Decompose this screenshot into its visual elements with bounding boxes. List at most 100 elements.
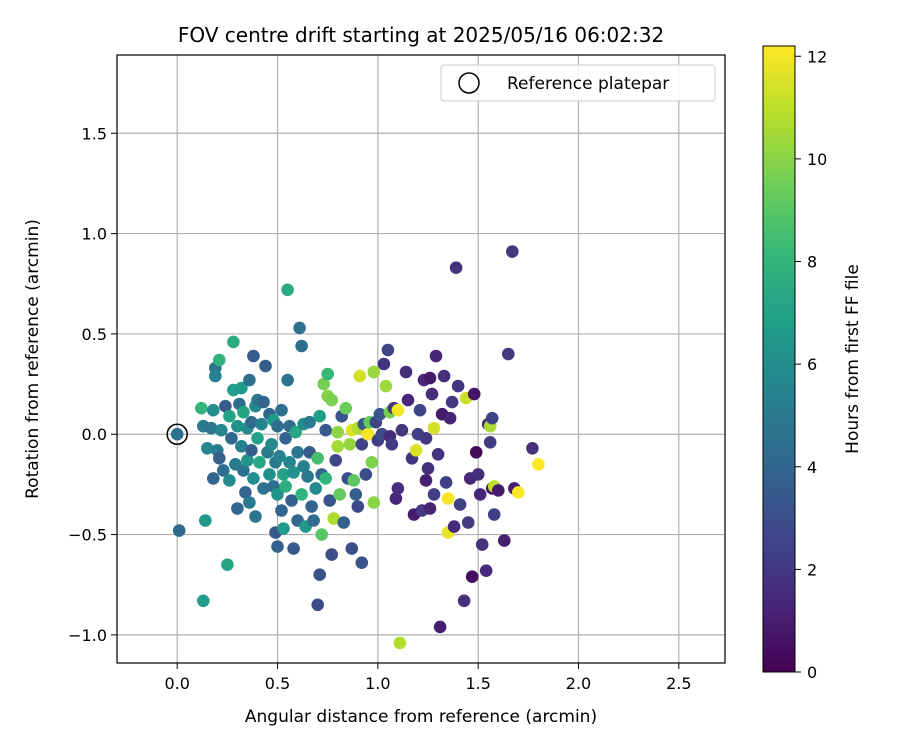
scatter-point <box>277 468 290 481</box>
scatter-point <box>532 458 545 471</box>
colorbar-ticks: 0 2 4 6 8 10 12 <box>795 47 827 682</box>
scatter-point <box>323 494 337 507</box>
scatter-point <box>249 510 262 523</box>
scatter-point <box>451 379 465 393</box>
scatter-point <box>439 476 453 489</box>
scatter-point <box>297 460 310 473</box>
scatter-point <box>429 349 443 363</box>
scatter-point <box>419 474 433 487</box>
scatter-point <box>219 399 232 413</box>
scatter-point <box>327 512 341 525</box>
scatter-point <box>237 464 250 477</box>
scatter-point <box>255 417 268 431</box>
scatter-point <box>305 500 318 513</box>
colorbar-tick-label: 10 <box>807 150 827 169</box>
x-tick-label: 0.0 <box>164 674 189 693</box>
scatter-point <box>231 419 244 433</box>
scatter-point <box>279 480 292 493</box>
scatter-point <box>391 403 405 417</box>
reference-marker <box>166 423 188 445</box>
scatter-point <box>235 440 248 453</box>
scatter-point <box>377 357 391 371</box>
scatter-point <box>271 540 284 553</box>
colorbar-gradient <box>762 45 796 673</box>
scatter-point <box>479 564 493 577</box>
reference-layer <box>166 423 188 445</box>
scatter-point <box>319 472 333 485</box>
x-tick-label: 1.0 <box>365 674 390 693</box>
scatter-point <box>399 365 413 379</box>
x-tick-label: 2.5 <box>666 674 691 693</box>
legend-entry-label: Reference platepar <box>507 74 669 94</box>
scatter-point <box>475 538 489 551</box>
scatter-point <box>391 482 405 495</box>
scatter-point <box>325 548 339 561</box>
scatter-point <box>461 516 475 529</box>
chart-title: FOV centre drift starting at 2025/05/16 … <box>178 23 664 47</box>
scatter-point <box>259 359 272 373</box>
scatter-point <box>307 514 320 527</box>
scatter-point <box>353 369 367 383</box>
scatter-point <box>437 369 451 383</box>
scatter-point <box>331 425 345 439</box>
scatter-point <box>498 534 511 547</box>
scatter-point <box>245 444 258 457</box>
scatter-point <box>367 496 381 509</box>
scatter-point <box>467 387 481 401</box>
scatter-point <box>471 468 485 481</box>
scatter-point <box>225 432 238 445</box>
data-points <box>170 245 545 650</box>
scatter-point <box>345 542 359 555</box>
scatter-point <box>339 401 353 415</box>
scatter-point <box>526 442 539 455</box>
scatter-point <box>247 472 260 485</box>
scatter-point <box>195 401 208 415</box>
scatter-point <box>457 594 471 608</box>
scatter-point <box>207 472 220 485</box>
scatter-point <box>281 283 294 297</box>
scatter-point <box>197 594 210 608</box>
y-tick-label: −0.5 <box>68 526 107 545</box>
legend: Reference platepar <box>440 64 716 102</box>
scatter-point <box>311 452 325 465</box>
legend-box <box>440 64 716 102</box>
scatter-point <box>315 528 329 541</box>
scatter-point <box>343 438 357 451</box>
colorbar-tick-label: 12 <box>807 47 827 66</box>
scatter-point <box>441 492 455 505</box>
scatter-point <box>213 452 226 465</box>
scatter-point <box>427 488 441 501</box>
scatter-point <box>401 393 415 407</box>
scatter-point <box>349 488 363 501</box>
scatter-point <box>281 373 294 387</box>
scatter-point <box>313 409 327 423</box>
scatter-point <box>223 409 236 423</box>
scatter-point <box>389 492 403 505</box>
scatter-point <box>355 556 369 569</box>
scatter-point <box>289 425 302 439</box>
y-tick-label: 0.0 <box>82 425 107 444</box>
scatter-point <box>423 502 437 515</box>
scatter-point <box>421 462 435 475</box>
scatter-point <box>263 468 276 481</box>
scatter-point <box>473 488 487 501</box>
plot-frame <box>116 54 726 664</box>
scatter-point <box>449 261 463 275</box>
x-tick-label: 0.5 <box>265 674 290 693</box>
scatter-point <box>257 482 270 495</box>
scatter-point <box>235 381 248 395</box>
scatter-point <box>333 488 347 501</box>
scatter-point <box>303 415 316 429</box>
scatter-point <box>337 516 351 529</box>
x-tick-label: 1.5 <box>465 674 490 693</box>
legend-marker-icon <box>458 72 480 94</box>
scatter-point <box>355 438 369 451</box>
scatter-point <box>329 454 343 467</box>
scatter-point <box>227 335 240 349</box>
scatter-point <box>245 415 258 429</box>
scatter-point <box>275 403 288 417</box>
scatter-point <box>347 474 361 487</box>
colorbar: 0 2 4 6 8 10 12 Hours from first FF file <box>762 45 863 682</box>
